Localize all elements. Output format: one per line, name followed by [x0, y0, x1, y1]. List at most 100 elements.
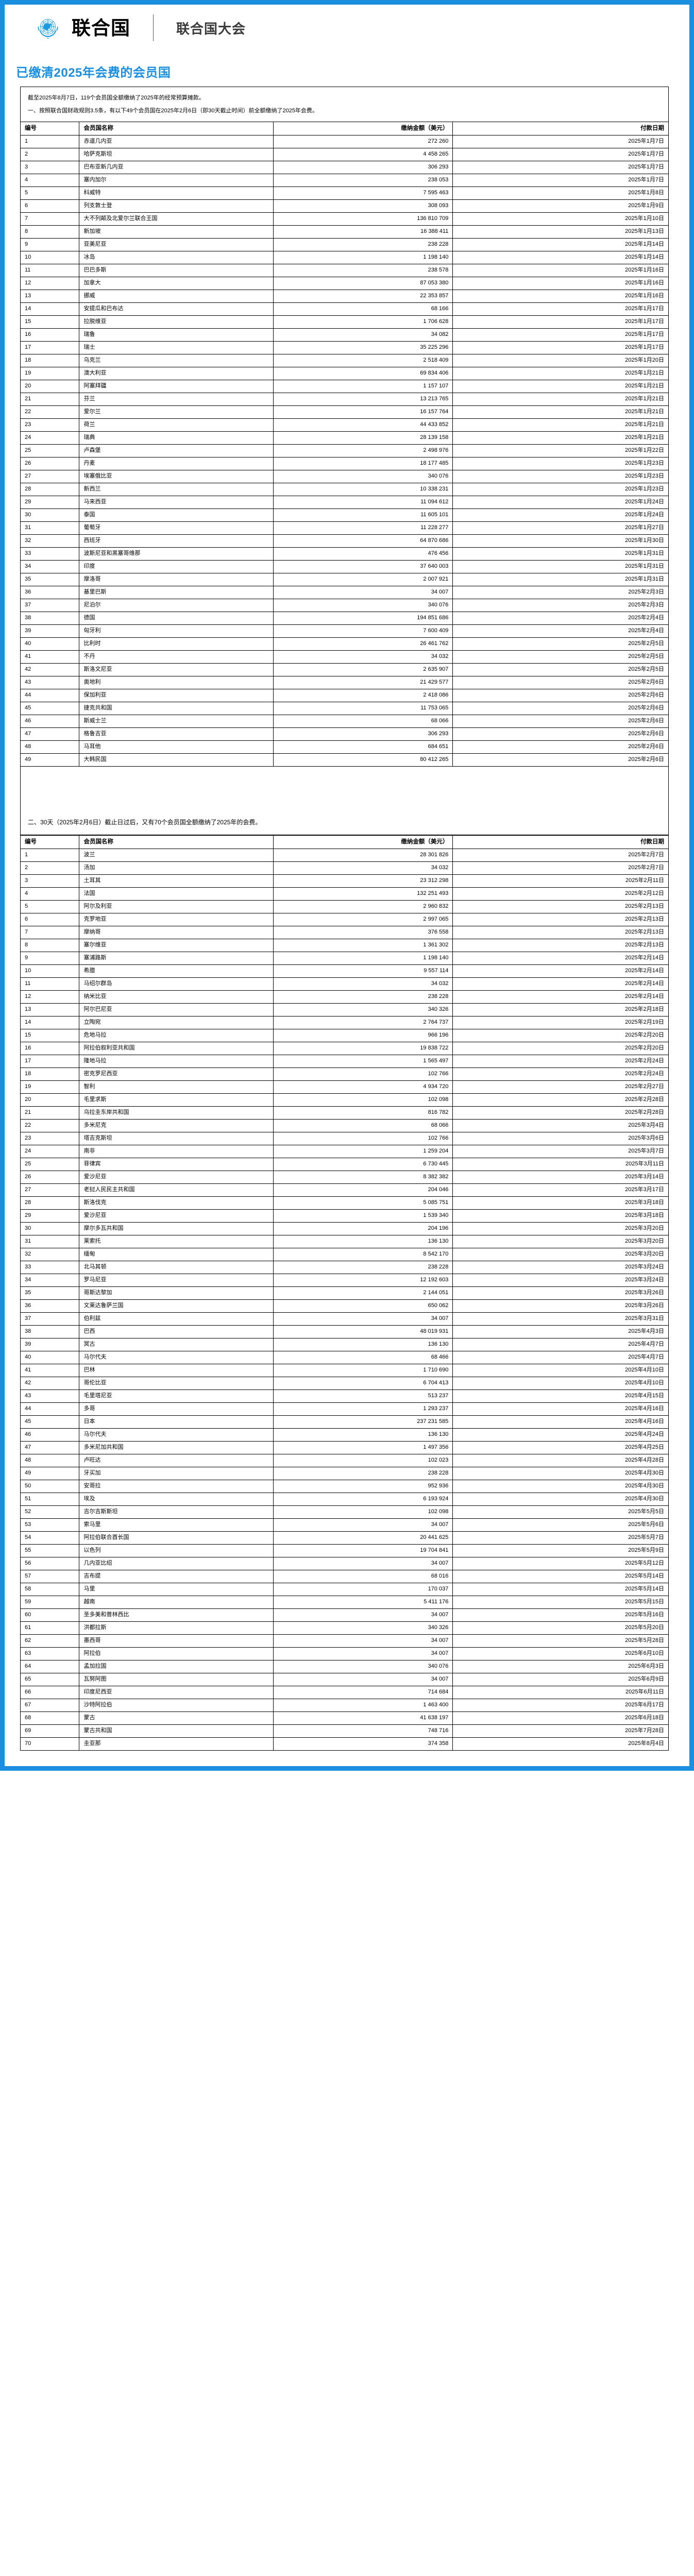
cell-amt: 238 578: [273, 264, 453, 278]
cell-name: 大韩民国: [79, 753, 274, 767]
table-row: 8 新加坡 16 388 411 2025年1月13日: [20, 225, 669, 239]
cell-date: 2025年8月4日: [452, 1737, 669, 1751]
table-row: 64 孟加拉国 340 076 2025年6月3日: [20, 1660, 669, 1674]
column-header-no: 编号: [20, 122, 80, 136]
cell-amt: 68 166: [273, 302, 453, 316]
cell-amt: 8 542 170: [273, 1248, 453, 1262]
table-row: 39 冥古 136 130 2025年4月7日: [20, 1338, 669, 1352]
column-header-amount: 缴纳金额（美元）: [273, 835, 453, 850]
cell-amt: 10 338 231: [273, 483, 453, 497]
cell-amt: 20 441 625: [273, 1531, 453, 1545]
cell-name: 基里巴斯: [79, 586, 274, 600]
table-row: 48 卢旺达 102 023 2025年4月28日: [20, 1454, 669, 1468]
cell-name: 塞尔维亚: [79, 939, 274, 953]
cell-no: 38: [20, 612, 80, 625]
cell-no: 43: [20, 676, 80, 690]
cell-name: 尼泊尔: [79, 599, 274, 613]
cell-no: 60: [20, 1608, 80, 1622]
cell-name: 哥伦比亚: [79, 1377, 274, 1391]
cell-no: 25: [20, 444, 80, 458]
cell-amt: 34 007: [273, 1634, 453, 1648]
cell-no: 33: [20, 1261, 80, 1275]
cell-date: 2025年1月9日: [452, 199, 669, 213]
cell-amt: 340 326: [273, 1003, 453, 1017]
cell-no: 26: [20, 1171, 80, 1184]
cell-name: 埃塞俄比亚: [79, 470, 274, 484]
table-row: 27 埃塞俄比亚 340 076 2025年1月23日: [20, 470, 669, 484]
table-row: 42 斯洛文尼亚 2 635 907 2025年2月5日: [20, 663, 669, 677]
cell-date: 2025年3月11日: [452, 1158, 669, 1172]
cell-name: 新西兰: [79, 483, 274, 497]
cell-name: 赤道几内亚: [79, 135, 274, 149]
brand-block[interactable]: 联合国 联合国大会: [33, 13, 246, 42]
table-row: 69 蒙古共和国 748 716 2025年7月28日: [20, 1724, 669, 1738]
cell-date: 2025年2月20日: [452, 1029, 669, 1043]
cell-no: 8: [20, 225, 80, 239]
cell-date: 2025年2月3日: [452, 586, 669, 600]
cell-amt: 34 007: [273, 1557, 453, 1571]
cell-name: 西班牙: [79, 534, 274, 548]
table-row: 24 南非 1 259 204 2025年3月7日: [20, 1145, 669, 1159]
cell-no: 19: [20, 1080, 80, 1094]
table-row: 29 爱沙尼亚 1 539 340 2025年3月18日: [20, 1209, 669, 1223]
cell-name: 莱索托: [79, 1235, 274, 1249]
cell-amt: 6 193 924: [273, 1493, 453, 1506]
cell-date: 2025年3月20日: [452, 1235, 669, 1249]
table-row: 12 纳米比亚 238 228 2025年2月14日: [20, 990, 669, 1004]
cell-no: 36: [20, 1299, 80, 1313]
cell-amt: 69 834 406: [273, 367, 453, 381]
cell-amt: 34 032: [273, 650, 453, 664]
cell-date: 2025年2月5日: [452, 650, 669, 664]
section-one-note: 一、按照联合国财政规则3.5条，有以下49个会员国在2025年2月6日（即30天…: [28, 107, 318, 114]
cell-no: 13: [20, 290, 80, 303]
cell-name: 蒙古: [79, 1711, 274, 1725]
cell-no: 38: [20, 1325, 80, 1339]
cell-no: 16: [20, 1042, 80, 1056]
cell-no: 4: [20, 887, 80, 901]
cell-amt: 80 412 265: [273, 753, 453, 767]
cell-no: 61: [20, 1621, 80, 1635]
cell-name: 爱尔兰: [79, 405, 274, 419]
cell-date: 2025年5月14日: [452, 1570, 669, 1584]
cell-name: 伯利兹: [79, 1312, 274, 1326]
cell-name: 圭亚那: [79, 1737, 274, 1751]
table-row: 25 菲律宾 6 730 445 2025年3月11日: [20, 1158, 669, 1172]
cell-name: 卢森堡: [79, 444, 274, 458]
cell-no: 47: [20, 727, 80, 741]
cell-no: 23: [20, 418, 80, 432]
cell-name: 多哥: [79, 1402, 274, 1416]
cell-no: 12: [20, 990, 80, 1004]
table-row: 35 摩洛哥 2 007 921 2025年1月31日: [20, 573, 669, 587]
cell-date: 2025年5月15日: [452, 1596, 669, 1609]
cell-name: 以色列: [79, 1544, 274, 1558]
cell-name: 日本: [79, 1415, 274, 1429]
cell-date: 2025年3月14日: [452, 1171, 669, 1184]
cell-date: 2025年2月7日: [452, 861, 669, 875]
table-row: 39 匈牙利 7 600 409 2025年2月4日: [20, 624, 669, 638]
cell-amt: 1 710 690: [273, 1364, 453, 1378]
cell-date: 2025年2月6日: [452, 676, 669, 690]
cell-name: 智利: [79, 1080, 274, 1094]
cell-date: 2025年2月14日: [452, 977, 669, 991]
cell-name: 牙买加: [79, 1467, 274, 1481]
cell-amt: 340 076: [273, 1660, 453, 1674]
table-row: 49 大韩民国 80 412 265 2025年2月6日: [20, 753, 669, 767]
table-row: 9 亚美尼亚 238 228 2025年1月14日: [20, 238, 669, 252]
table-row: 12 加拿大 87 053 380 2025年1月16日: [20, 277, 669, 291]
cell-name: 斯威士兰: [79, 715, 274, 728]
cell-date: 2025年5月12日: [452, 1557, 669, 1571]
cell-no: 3: [20, 161, 80, 175]
cell-name: 波斯尼亚和黑塞哥维那: [79, 547, 274, 561]
cell-date: 2025年2月28日: [452, 1093, 669, 1107]
cell-amt: 2 144 051: [273, 1286, 453, 1300]
cell-date: 2025年4月3日: [452, 1325, 669, 1339]
cell-date: 2025年4月7日: [452, 1351, 669, 1365]
cell-no: 15: [20, 1029, 80, 1043]
cell-name: 多米尼克: [79, 1119, 274, 1133]
cell-amt: 102 098: [273, 1505, 453, 1519]
cell-date: 2025年4月30日: [452, 1480, 669, 1494]
cell-amt: 238 228: [273, 1261, 453, 1275]
cell-no: 59: [20, 1596, 80, 1609]
table-row: 25 卢森堡 2 498 976 2025年1月22日: [20, 444, 669, 458]
brand-subtitle: 联合国大会: [176, 21, 246, 37]
